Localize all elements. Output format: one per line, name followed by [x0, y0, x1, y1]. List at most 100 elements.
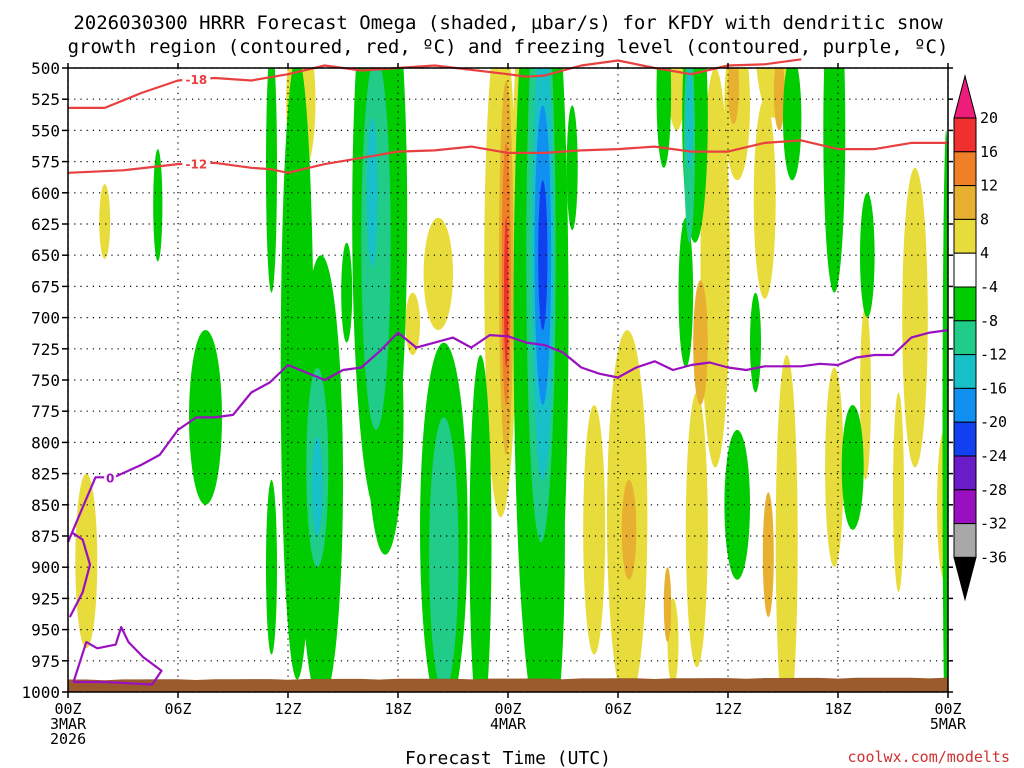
chart-title-line-2: growth region (contoured, red, ºC) and f…	[68, 36, 949, 58]
y-tick-label: 775	[31, 402, 60, 421]
colorbar-segment	[953, 252, 977, 288]
x-tick-label: 12Z	[714, 700, 741, 718]
colorbar-label: -12	[980, 346, 1007, 364]
omega-cell	[429, 417, 459, 692]
omega-cell	[700, 68, 730, 468]
colorbar-segment	[953, 117, 977, 153]
x-tick-date: 4MAR	[490, 715, 527, 733]
contour-label-bg	[182, 71, 211, 87]
omega-cell	[685, 392, 708, 668]
omega-cell	[823, 68, 846, 293]
x-tick-date: 5MAR	[930, 715, 967, 733]
colorbar-segment	[953, 151, 977, 187]
y-tick-label: 750	[31, 371, 60, 390]
omega-cell	[266, 68, 277, 293]
omega-cell	[538, 180, 548, 331]
colorbar-label: 20	[980, 109, 998, 127]
y-tick-label: 925	[31, 589, 60, 608]
omega-cell	[893, 392, 904, 593]
x-tick-label: 12Z	[274, 700, 301, 718]
omega-cell	[685, 68, 694, 168]
omega-cell	[469, 355, 492, 692]
omega-cell	[693, 280, 708, 405]
colorbar-label: 4	[980, 244, 989, 262]
omega-cell	[942, 130, 948, 692]
contour-label: 0	[106, 471, 114, 485]
y-tick-label: 625	[31, 215, 60, 234]
colorbar-segment	[953, 320, 977, 356]
colorbar-label: -20	[980, 413, 1007, 431]
colorbar-label: 8	[980, 210, 989, 228]
omega-cell	[311, 436, 323, 536]
y-tick-label: 725	[31, 340, 60, 359]
omega-cell	[153, 149, 163, 262]
colorbar-segment	[953, 354, 977, 389]
y-tick-label: 850	[31, 496, 60, 515]
contour-label: -12	[185, 157, 207, 171]
x-tick-label: 18Z	[384, 700, 411, 718]
omega-cell	[724, 429, 750, 580]
omega-cell	[902, 167, 928, 468]
colorbar-label: -24	[980, 447, 1007, 465]
y-tick-label: 650	[31, 246, 60, 265]
colorbar-label: -32	[980, 515, 1007, 533]
colorbar-segment	[953, 489, 977, 525]
freezing-level-contour-line	[72, 625, 163, 686]
colorbar-segment	[953, 185, 977, 220]
colorbar-label: -16	[980, 379, 1007, 397]
omega-cell	[753, 99, 776, 299]
freezing-level-contour-line	[66, 329, 949, 543]
x-tick-label: 06Z	[164, 700, 191, 718]
y-axis-ticks: 500 525 550 575 600 625 650 675 700 725 750 775 800 8…	[21, 59, 953, 702]
colorbar-top-cap	[953, 74, 977, 119]
omega-cell	[783, 68, 802, 181]
omega-cell	[266, 479, 277, 655]
y-tick-label: 950	[31, 621, 60, 640]
omega-cell	[566, 105, 578, 231]
omega-cell	[504, 217, 509, 368]
omega-cell	[663, 567, 672, 642]
credit-text: coolwx.com/modelts	[847, 748, 1010, 766]
colorbar-label: -28	[980, 481, 1007, 499]
contour-label-bg	[104, 469, 117, 485]
x-tick-date: 3MAR	[50, 715, 87, 733]
contour-layer: -18 -12 0	[66, 58, 949, 686]
y-tick-label: 675	[31, 277, 60, 296]
y-tick-label: 600	[31, 184, 60, 203]
y-tick-label: 575	[31, 153, 60, 172]
colorbar-label: 16	[980, 143, 998, 161]
y-tick-label: 800	[31, 433, 60, 452]
omega-cell	[75, 473, 98, 649]
x-tick-year: 2026	[50, 730, 86, 748]
omega-cell	[405, 292, 421, 355]
x-tick-label: 06Z	[604, 700, 631, 718]
terrain-ground	[68, 677, 948, 692]
omega-cell	[775, 355, 798, 692]
y-tick-label: 900	[31, 558, 60, 577]
y-tick-label: 975	[31, 652, 60, 671]
omega-cell	[423, 217, 453, 331]
y-tick-label: 550	[31, 121, 60, 140]
omega-cell	[841, 405, 864, 530]
omega-cell	[825, 367, 844, 568]
x-tick-label: 18Z	[824, 700, 851, 718]
y-tick-label: 825	[31, 465, 60, 484]
omega-cell	[656, 68, 672, 168]
y-tick-label: 1000	[21, 683, 60, 702]
omega-cell	[773, 68, 785, 131]
colorbar: 20 16 12 8 4 -4 -8 -12 -16 -20 -24 -28 -32 -36	[953, 74, 1007, 602]
x-tick-label: 00Z	[494, 700, 521, 718]
freezing-level-contour-line	[68, 531, 92, 618]
y-tick-label: 875	[31, 527, 60, 546]
colorbar-label: 12	[980, 177, 998, 195]
y-tick-label: 500	[31, 59, 60, 78]
colorbar-segment	[953, 455, 977, 491]
omega-cell	[341, 242, 353, 343]
colorbar-label: -4	[980, 278, 998, 296]
x-tick-label: 00Z	[54, 700, 81, 718]
x-tick-label: 00Z	[934, 700, 961, 718]
colorbar-segment	[953, 218, 977, 254]
contour-label: -18	[185, 73, 207, 87]
colorbar-bottom-cap	[953, 556, 977, 602]
